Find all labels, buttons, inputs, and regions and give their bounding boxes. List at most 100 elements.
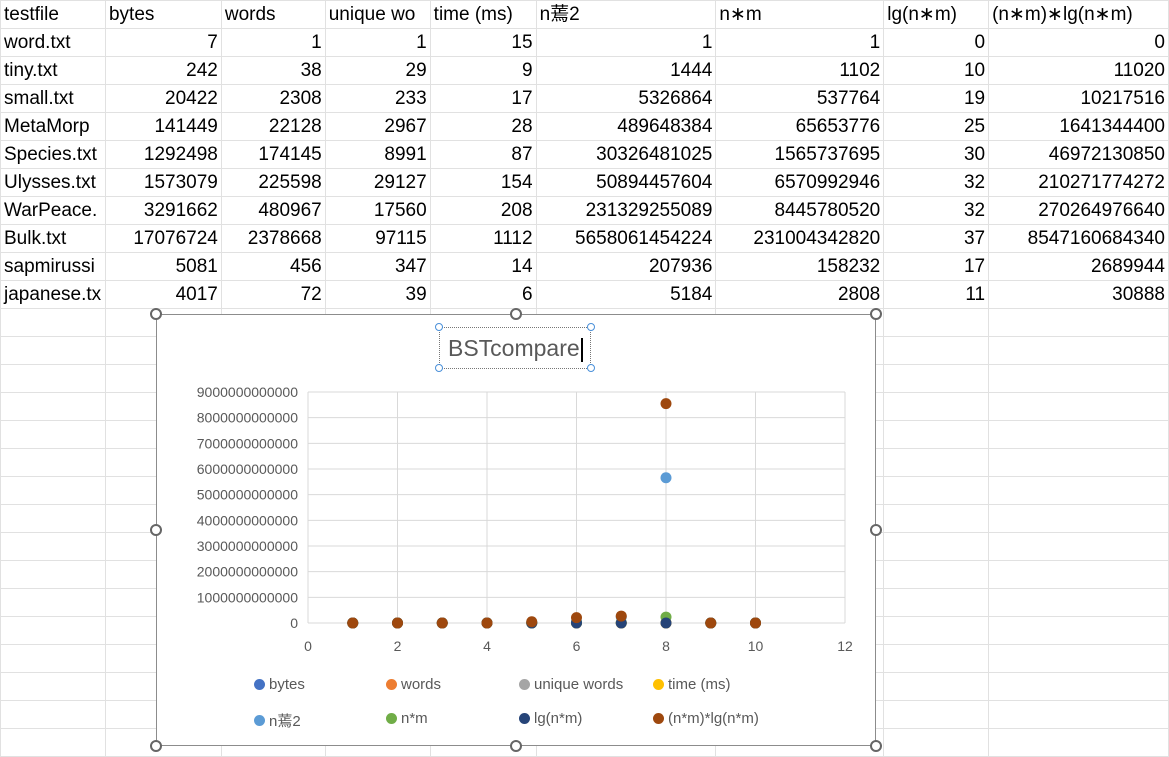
table-cell[interactable]: 1112 [429, 224, 537, 253]
empty-cell[interactable] [988, 560, 1169, 589]
legend-item[interactable]: (n*m)*lg(n*m) [653, 710, 759, 727]
empty-cell[interactable] [988, 392, 1169, 421]
table-cell[interactable]: Ulysses.txt [0, 168, 106, 197]
chart-resize-handle-tl[interactable] [150, 308, 162, 320]
table-cell[interactable]: 480967 [220, 196, 326, 225]
table-cell[interactable]: 141449 [104, 112, 222, 141]
empty-cell[interactable] [988, 700, 1169, 729]
empty-cell[interactable] [883, 672, 990, 701]
table-cell[interactable]: 1102 [715, 56, 885, 85]
chart-area[interactable]: BSTcompare 9000000000000 8000000000000 700… [156, 314, 876, 746]
table-cell[interactable]: 2689944 [988, 252, 1169, 281]
table-cell[interactable]: 87 [429, 140, 537, 169]
table-cell[interactable]: 1292498 [104, 140, 222, 169]
empty-cell[interactable] [988, 336, 1169, 365]
table-cell[interactable]: 29 [324, 56, 431, 85]
table-cell[interactable]: 3291662 [104, 196, 222, 225]
table-cell[interactable]: 29127 [324, 168, 431, 197]
empty-cell[interactable] [0, 560, 106, 589]
empty-cell[interactable] [883, 504, 990, 533]
table-cell[interactable]: 1 [324, 28, 431, 57]
table-cell[interactable]: 32 [883, 196, 990, 225]
empty-cell[interactable] [0, 392, 106, 421]
table-cell[interactable]: 50894457604 [535, 168, 717, 197]
table-cell[interactable]: 242 [104, 56, 222, 85]
table-cell[interactable]: 1565737695 [715, 140, 885, 169]
empty-cell[interactable] [988, 616, 1169, 645]
table-cell[interactable]: 5184 [535, 280, 717, 309]
table-cell[interactable]: 154 [429, 168, 537, 197]
empty-cell[interactable] [883, 420, 990, 449]
table-cell[interactable]: 174145 [220, 140, 326, 169]
chart-resize-handle-tc[interactable] [510, 308, 522, 320]
header-cell[interactable]: words [220, 0, 326, 29]
empty-cell[interactable] [0, 728, 106, 757]
table-cell[interactable]: 1 [535, 28, 717, 57]
chart-title-box[interactable]: BSTcompare [439, 327, 591, 369]
empty-cell[interactable] [883, 560, 990, 589]
empty-cell[interactable] [883, 336, 990, 365]
table-cell[interactable]: 15 [429, 28, 537, 57]
table-cell[interactable]: 347 [324, 252, 431, 281]
table-cell[interactable]: 20422 [104, 84, 222, 113]
table-cell[interactable]: 1 [220, 28, 326, 57]
empty-cell[interactable] [883, 588, 990, 617]
table-cell[interactable]: MetaMorp [0, 112, 106, 141]
table-cell[interactable]: 231004342820 [715, 224, 885, 253]
table-cell[interactable]: 9 [429, 56, 537, 85]
chart-title[interactable]: BSTcompare [448, 335, 580, 361]
empty-cell[interactable] [883, 308, 990, 337]
table-cell[interactable]: 2967 [324, 112, 431, 141]
table-cell[interactable]: 46972130850 [988, 140, 1169, 169]
table-cell[interactable]: 1641344400 [988, 112, 1169, 141]
legend-item[interactable]: n*m [386, 710, 428, 727]
chart-title-wrap[interactable]: BSTcompare [448, 335, 583, 362]
table-cell[interactable]: 208 [429, 196, 537, 225]
table-cell[interactable]: 233 [324, 84, 431, 113]
legend-item[interactable]: time (ms) [653, 676, 731, 693]
empty-cell[interactable] [0, 672, 106, 701]
table-cell[interactable]: WarPeace. [0, 196, 106, 225]
table-cell[interactable]: japanese.tx [0, 280, 106, 309]
empty-cell[interactable] [988, 532, 1169, 561]
table-cell[interactable]: 11 [883, 280, 990, 309]
empty-cell[interactable] [883, 616, 990, 645]
table-cell[interactable]: 30 [883, 140, 990, 169]
legend-item[interactable]: n蔫2 [254, 710, 301, 731]
empty-cell[interactable] [883, 700, 990, 729]
header-cell[interactable]: time (ms) [429, 0, 537, 29]
table-cell[interactable]: 38 [220, 56, 326, 85]
empty-cell[interactable] [0, 420, 106, 449]
empty-cell[interactable] [0, 700, 106, 729]
legend-item[interactable]: bytes [254, 676, 305, 693]
table-cell[interactable]: 0 [883, 28, 990, 57]
table-cell[interactable]: 270264976640 [988, 196, 1169, 225]
empty-cell[interactable] [883, 532, 990, 561]
table-cell[interactable]: 17 [883, 252, 990, 281]
table-cell[interactable]: 1573079 [104, 168, 222, 197]
table-cell[interactable]: 207936 [535, 252, 717, 281]
empty-cell[interactable] [988, 420, 1169, 449]
table-cell[interactable]: 28 [429, 112, 537, 141]
title-resize-handle-tl[interactable] [435, 323, 443, 331]
empty-cell[interactable] [0, 336, 106, 365]
table-cell[interactable]: 30326481025 [535, 140, 717, 169]
table-cell[interactable]: 37 [883, 224, 990, 253]
empty-cell[interactable] [0, 532, 106, 561]
empty-cell[interactable] [988, 672, 1169, 701]
table-cell[interactable]: 2308 [220, 84, 326, 113]
table-cell[interactable]: 10 [883, 56, 990, 85]
header-cell[interactable]: n∗m [715, 0, 885, 29]
empty-cell[interactable] [988, 644, 1169, 673]
table-cell[interactable]: 0 [988, 28, 1169, 57]
table-cell[interactable]: 19 [883, 84, 990, 113]
chart-resize-handle-ml[interactable] [150, 524, 162, 536]
empty-cell[interactable] [0, 504, 106, 533]
empty-cell[interactable] [988, 728, 1169, 757]
header-cell[interactable]: (n∗m)∗lg(n∗m) [988, 0, 1169, 29]
empty-cell[interactable] [0, 476, 106, 505]
empty-cell[interactable] [883, 448, 990, 477]
empty-cell[interactable] [988, 308, 1169, 337]
table-cell[interactable]: 8547160684340 [988, 224, 1169, 253]
table-cell[interactable]: 65653776 [715, 112, 885, 141]
